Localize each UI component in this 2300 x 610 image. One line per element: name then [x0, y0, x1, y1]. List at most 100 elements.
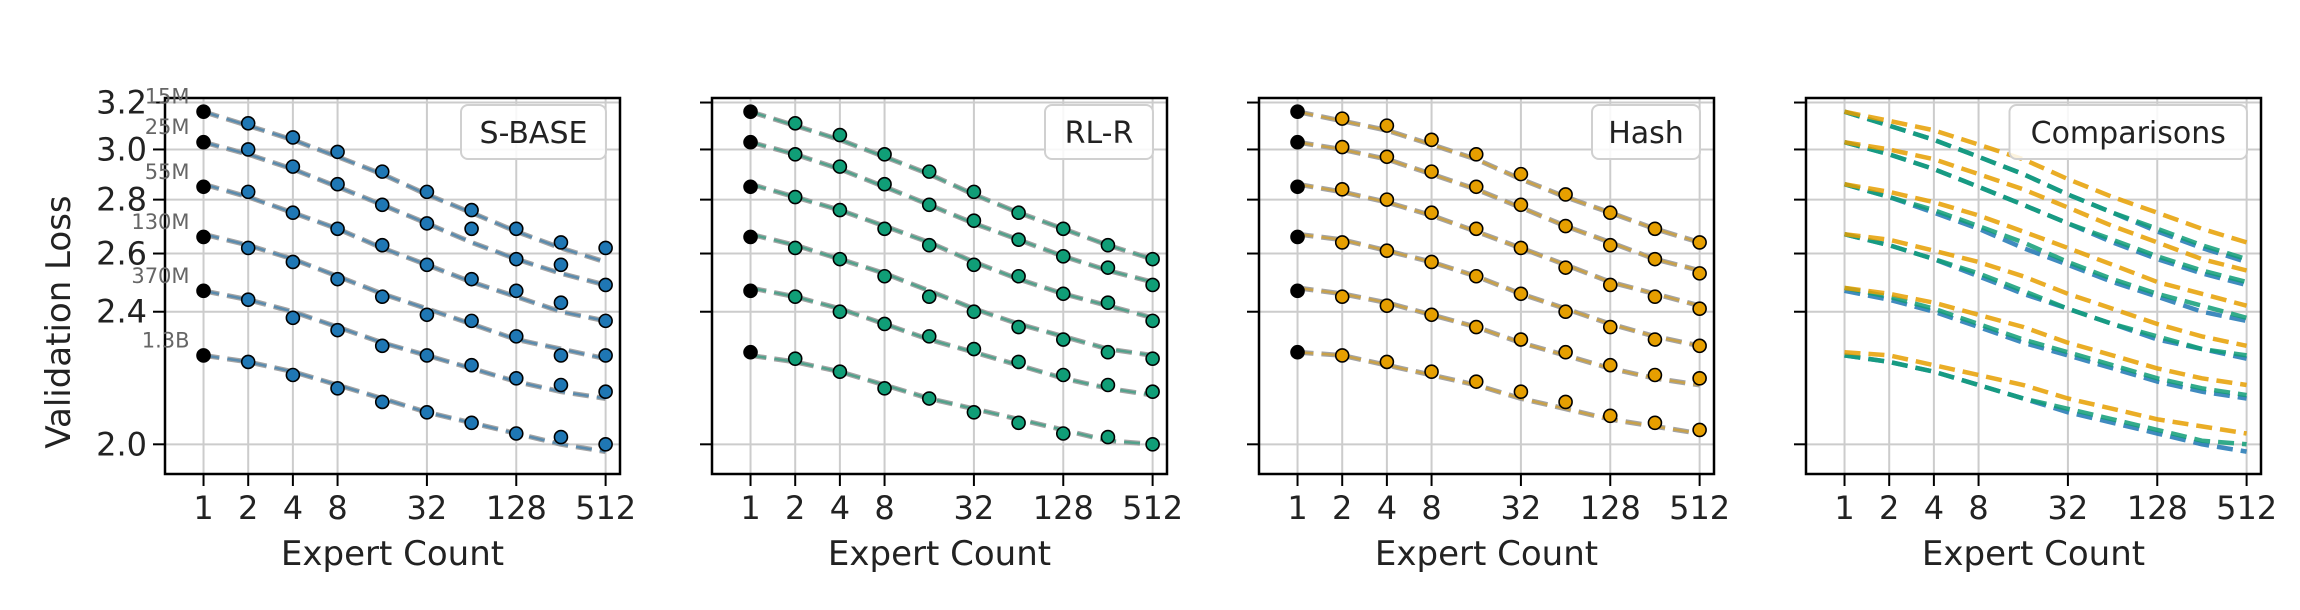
data-point-55M — [1647, 289, 1663, 305]
data-point-15M — [1692, 235, 1707, 250]
data-point-370M — [743, 283, 758, 299]
data-point-1.3B — [330, 381, 345, 396]
data-point-15M — [374, 164, 390, 179]
data-point-370M — [1468, 319, 1484, 335]
legend-box — [2008, 104, 2248, 160]
legend-label: Hash — [1608, 116, 1684, 151]
data-point-15M — [598, 240, 613, 256]
data-point-55M — [832, 202, 848, 218]
data-point-130M — [1558, 304, 1573, 320]
panel-2: 1 2 4 8 32 128 512 Expert Count RL-R — [700, 96, 1183, 574]
data-point-370M — [240, 292, 256, 308]
data-point-25M — [598, 277, 613, 293]
data-point-25M — [1602, 237, 1618, 253]
data-point-1.3B — [921, 391, 937, 406]
comparison-line-S-BASE — [1844, 288, 2247, 401]
data-point-130M — [1334, 235, 1350, 250]
x-tick-label: 1 — [193, 489, 213, 527]
data-point-15M — [1424, 132, 1439, 148]
data-point-15M — [743, 104, 758, 119]
data-point-25M — [1011, 232, 1026, 247]
data-point-15M — [1513, 166, 1529, 182]
data-point-55M — [921, 237, 937, 253]
model-size-label: 1.3B — [142, 328, 190, 352]
data-point-15M — [1334, 111, 1350, 126]
data-point-15M — [1145, 251, 1160, 267]
data-point-55M — [196, 179, 211, 195]
data-point-370M — [832, 304, 848, 320]
y-tick-label: 3.0 — [96, 130, 147, 168]
legend-box — [460, 104, 607, 160]
x-tick-label: 128 — [2127, 489, 2188, 527]
data-point-370M — [196, 283, 211, 299]
data-point-25M — [1055, 249, 1071, 264]
x-tick-label: 4 — [283, 489, 303, 527]
data-point-55M — [1290, 179, 1305, 195]
data-point-1.3B — [464, 415, 479, 431]
x-tick-label: 1 — [1834, 489, 1854, 527]
legend-box — [1044, 104, 1154, 160]
data-point-370M — [1055, 367, 1071, 383]
model-size-label: 370M — [131, 264, 189, 288]
x-axis-label: Expert Count — [828, 534, 1051, 574]
data-point-15M — [1602, 205, 1618, 221]
fit-line — [203, 352, 607, 455]
data-point-25M — [196, 134, 211, 150]
data-point-130M — [285, 254, 301, 270]
data-point-55M — [1692, 301, 1707, 317]
data-point-15M — [832, 127, 848, 143]
fit-line — [202, 139, 607, 288]
data-point-55M — [1558, 260, 1573, 275]
data-point-55M — [374, 237, 390, 253]
data-point-1.3B — [553, 429, 569, 445]
data-point-130M — [553, 348, 569, 363]
x-axis-label: Expert Count — [281, 534, 504, 574]
data-point-370M — [1424, 307, 1439, 323]
data-point-25M — [330, 176, 345, 192]
data-point-25M — [743, 134, 758, 150]
legend-label: Comparisons — [2031, 116, 2226, 151]
comparison-line-Hash — [1844, 285, 2247, 388]
data-point-370M — [598, 384, 613, 400]
model-size-label: 130M — [131, 210, 189, 234]
data-point-130M — [1513, 286, 1529, 302]
x-tick-label: 8 — [327, 489, 347, 527]
y-tick-label: 3.2 — [96, 84, 147, 122]
data-point-25M — [787, 147, 803, 162]
data-point-25M — [1379, 149, 1395, 165]
data-point-25M — [921, 197, 937, 213]
fit-line — [749, 231, 1153, 358]
x-tick-label: 8 — [1968, 489, 1988, 527]
legend-label: S-BASE — [480, 116, 588, 151]
fit-line-1.3B — [750, 354, 1153, 446]
data-point-55M — [1011, 268, 1026, 284]
data-point-55M — [240, 184, 256, 200]
data-point-55M — [508, 283, 524, 299]
model-size-label: 15M — [145, 85, 190, 109]
comparison-line-RL-R — [1843, 140, 2248, 285]
data-point-15M — [1011, 205, 1026, 221]
data-point-55M — [787, 189, 803, 205]
data-point-15M — [1290, 104, 1305, 119]
y-tick-label: 2.6 — [96, 235, 147, 273]
x-axis-label: Expert Count — [1922, 534, 2145, 574]
plot-frame — [710, 96, 1169, 476]
x-tick-label: 1 — [1287, 489, 1307, 527]
x-tick-label: 128 — [1033, 489, 1094, 527]
fit-line-370M — [203, 289, 606, 400]
x-tick-label: 8 — [1421, 489, 1441, 527]
data-point-25M — [1100, 260, 1116, 275]
data-point-55M — [1100, 295, 1116, 310]
data-point-130M — [330, 271, 345, 287]
data-point-25M — [508, 251, 524, 267]
data-point-15M — [240, 115, 256, 131]
fit-line-1.3B — [1297, 350, 1700, 435]
data-point-370M — [1290, 283, 1305, 299]
data-point-370M — [1558, 344, 1573, 360]
data-point-370M — [1145, 384, 1160, 400]
data-point-25M — [1424, 164, 1439, 179]
data-point-1.3B — [966, 405, 982, 420]
panel-4: 1 2 4 8 32 128 512 Expert Count Comparisons — [1794, 96, 2277, 574]
data-point-55M — [285, 205, 301, 221]
data-point-370M — [1334, 289, 1350, 305]
